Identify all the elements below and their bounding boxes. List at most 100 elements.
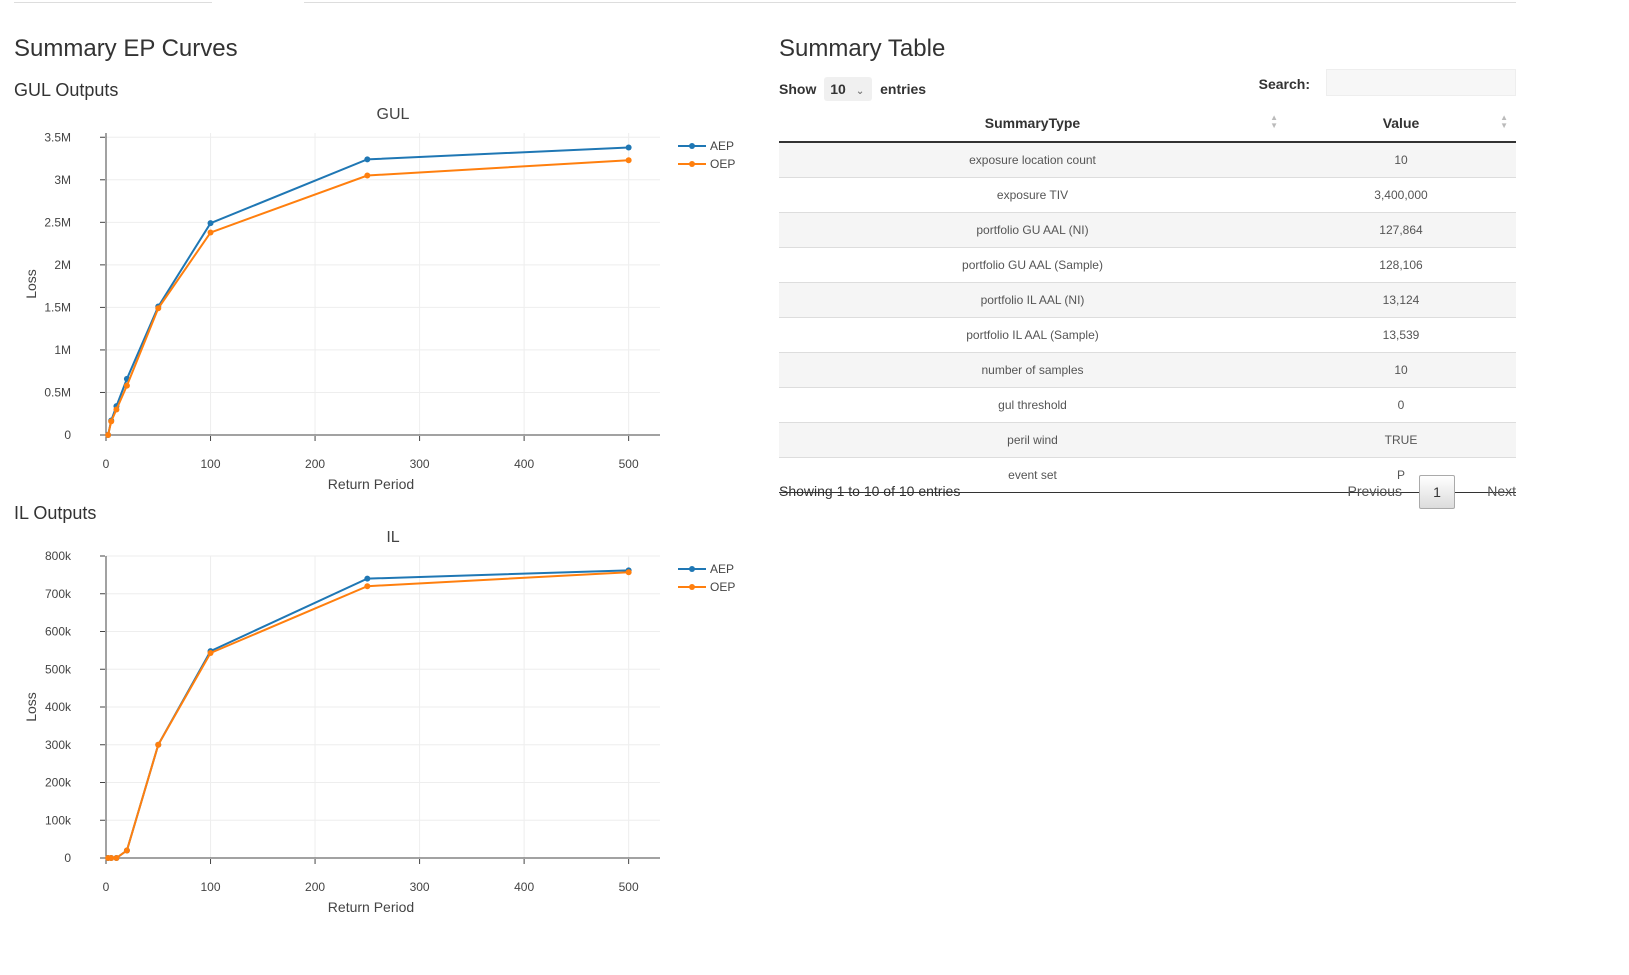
- legend-swatch-marker: [689, 143, 695, 149]
- next-button[interactable]: Next: [1487, 483, 1516, 499]
- column-header-label: Value: [1382, 115, 1420, 131]
- y-axis-label: Loss: [23, 269, 39, 299]
- x-tick-label: 400: [514, 880, 534, 894]
- il-outputs-heading: IL Outputs: [14, 503, 97, 523]
- value-cell: P: [1286, 457, 1516, 493]
- previous-button[interactable]: Previous: [1347, 483, 1402, 499]
- x-tick-label: 0: [103, 457, 110, 471]
- summary-table: SummaryType ▲ ▼ Value ▲ ▼ exposure locatio…: [779, 105, 1516, 493]
- data-point: [625, 144, 632, 151]
- x-axis-label: Return Period: [328, 899, 414, 915]
- table-row: event set P: [779, 457, 1516, 493]
- y-tick-label: 1.5M: [44, 300, 71, 314]
- table-row: number of samples 10: [779, 352, 1516, 388]
- value-cell: 10: [1286, 141, 1516, 178]
- table-row: exposure TIV 3,400,000: [779, 177, 1516, 213]
- table-row: portfolio GU AAL (NI) 127,864: [779, 212, 1516, 248]
- y-tick-label: 3M: [54, 173, 71, 187]
- legend-label: AEP: [710, 139, 734, 153]
- y-tick-label: 0: [64, 428, 71, 442]
- gul-outputs-heading: GUL Outputs: [14, 80, 119, 100]
- sort-icon: ▲ ▼: [1270, 113, 1278, 130]
- x-tick-label: 400: [514, 457, 534, 471]
- x-tick-label: 100: [201, 880, 221, 894]
- value-cell: 13,539: [1286, 317, 1516, 353]
- search-label: Search:: [1258, 76, 1310, 92]
- data-point: [105, 432, 112, 438]
- tab-strip: [14, 0, 1516, 4]
- column-header-label: SummaryType: [984, 115, 1081, 131]
- column-header-summarytype[interactable]: SummaryType ▲ ▼: [779, 105, 1286, 143]
- tab-active[interactable]: [212, 0, 304, 2]
- column-header-value[interactable]: Value ▲ ▼: [1286, 105, 1516, 143]
- x-tick-label: 500: [619, 457, 639, 471]
- value-cell: 0: [1286, 387, 1516, 423]
- legend-swatch-marker: [689, 584, 695, 590]
- y-tick-label: 2M: [54, 258, 71, 272]
- data-point: [108, 418, 115, 425]
- summary-type-cell: exposure location count: [779, 141, 1286, 178]
- data-point: [155, 741, 162, 748]
- x-tick-label: 300: [410, 880, 430, 894]
- chart-title: GUL: [377, 106, 410, 123]
- legend-label: AEP: [710, 562, 734, 576]
- y-tick-label: 1M: [54, 343, 71, 357]
- data-point: [364, 575, 371, 582]
- x-axis-label: Return Period: [328, 476, 414, 492]
- y-tick-label: 500k: [45, 662, 72, 676]
- table-row: portfolio IL AAL (NI) 13,124: [779, 282, 1516, 318]
- page-length-value: 10: [830, 81, 846, 97]
- value-cell: TRUE: [1286, 422, 1516, 458]
- y-tick-label: 3.5M: [44, 130, 71, 144]
- y-tick-label: 700k: [45, 587, 72, 601]
- summary-type-cell: portfolio GU AAL (NI): [779, 212, 1286, 248]
- summary-type-cell: exposure TIV: [779, 177, 1286, 213]
- data-point: [108, 855, 115, 861]
- pagination: Previous 1 Next: [1346, 475, 1516, 509]
- page-1-button[interactable]: 1: [1419, 475, 1455, 509]
- tab-previous[interactable]: [14, 0, 212, 3]
- data-point: [364, 156, 371, 163]
- data-point: [113, 406, 120, 413]
- legend-label: OEP: [710, 580, 735, 594]
- show-label: Show: [779, 81, 817, 97]
- x-tick-label: 500: [619, 880, 639, 894]
- chevron-down-icon: ⌄: [855, 86, 865, 97]
- y-tick-label: 400k: [45, 700, 72, 714]
- y-tick-label: 300k: [45, 738, 72, 752]
- series-line: [108, 569, 629, 859]
- x-tick-label: 200: [305, 457, 325, 471]
- summary-table-title: Summary Table: [779, 35, 946, 62]
- series-aep: [105, 144, 632, 438]
- search-input[interactable]: [1326, 69, 1516, 96]
- summary-type-cell: portfolio IL AAL (Sample): [779, 317, 1286, 353]
- y-tick-label: 0.5M: [44, 385, 71, 399]
- data-point: [207, 220, 214, 227]
- legend-label: OEP: [710, 157, 735, 171]
- tab-bar-line: [304, 0, 1516, 3]
- ep-curves-title: Summary EP Curves: [14, 35, 238, 62]
- y-tick-label: 2.5M: [44, 215, 71, 229]
- legend-swatch-marker: [689, 161, 695, 167]
- legend-swatch-marker: [689, 566, 695, 572]
- gul-chart[interactable]: GUL 0 0.5M 1M 1.5M 2M 2.5M 3M 3.5M 0 100 200 300 400 5…: [0, 100, 760, 500]
- summary-type-cell: portfolio IL AAL (NI): [779, 282, 1286, 318]
- summary-type-cell: gul threshold: [779, 387, 1286, 423]
- table-row: peril wind TRUE: [779, 422, 1516, 458]
- x-tick-label: 300: [410, 457, 430, 471]
- data-point: [364, 583, 371, 590]
- table-row: portfolio GU AAL (Sample) 128,106: [779, 247, 1516, 283]
- data-point: [123, 382, 130, 389]
- y-tick-label: 200k: [45, 776, 72, 790]
- y-axis-label: Loss: [23, 692, 39, 722]
- y-tick-label: 800k: [45, 549, 72, 563]
- x-tick-label: 100: [201, 457, 221, 471]
- table-row: portfolio IL AAL (Sample) 13,539: [779, 317, 1516, 353]
- data-point: [113, 855, 120, 861]
- data-point: [123, 847, 130, 854]
- il-chart[interactable]: IL 0 100k 200k 300k 400k 500k 600k 700k 800k 0 100 2…: [0, 523, 760, 923]
- page-length-select[interactable]: 10 ⌄: [824, 77, 873, 101]
- data-point: [207, 229, 214, 236]
- summary-type-cell: number of samples: [779, 352, 1286, 388]
- y-tick-label: 100k: [45, 813, 72, 827]
